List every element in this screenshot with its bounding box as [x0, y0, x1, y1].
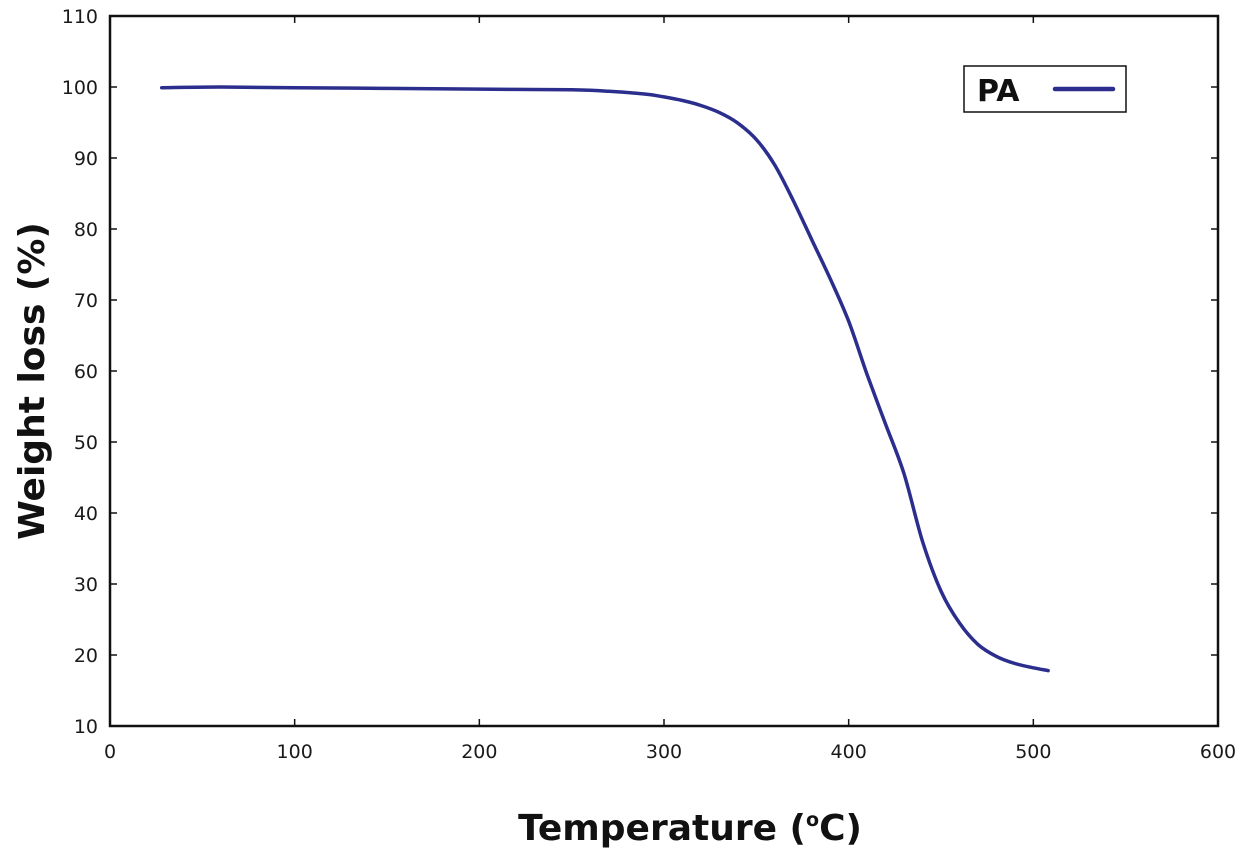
x-tick-label: 400	[831, 741, 867, 763]
y-tick-label: 10	[74, 716, 98, 738]
x-tick-label: 600	[1200, 741, 1236, 763]
series-layer	[159, 85, 1050, 673]
y-tick-label: 50	[74, 432, 98, 454]
y-tick-label: 70	[74, 290, 98, 312]
y-tick-label: 60	[74, 361, 98, 383]
x-tick-label: 500	[1015, 741, 1051, 763]
x-axis-title-sup: o	[806, 809, 819, 831]
legend: PA	[963, 65, 1127, 113]
x-tick-label: 0	[104, 741, 116, 763]
legend-label-pa: PA	[977, 74, 1020, 109]
x-axis-title-unit: C)	[819, 808, 862, 849]
x-tick-label: 200	[461, 741, 497, 763]
y-tick-label: 40	[74, 503, 98, 525]
y-tick-label: 90	[74, 148, 98, 170]
x-tick-label: 100	[277, 741, 313, 763]
x-axis: 0 100 200 300 400 500 600	[104, 16, 1236, 763]
y-tick-label: 110	[62, 6, 98, 28]
x-axis-title-main: Temperature (	[518, 808, 806, 849]
y-tick-label: 80	[74, 219, 98, 241]
x-tick-label: 300	[646, 741, 682, 763]
series-line-pa	[159, 85, 1050, 673]
plot-frame	[108, 14, 1220, 728]
x-axis-title: Temperature (oC)	[518, 808, 862, 849]
y-tick-label: 30	[74, 574, 98, 596]
y-axis-title: Weight loss (%)	[12, 222, 53, 540]
y-tick-label: 100	[62, 77, 98, 99]
y-tick-label: 20	[74, 645, 98, 667]
y-axis: 10 20 30 40 50 60 70 80 90 100 110	[62, 6, 1218, 738]
